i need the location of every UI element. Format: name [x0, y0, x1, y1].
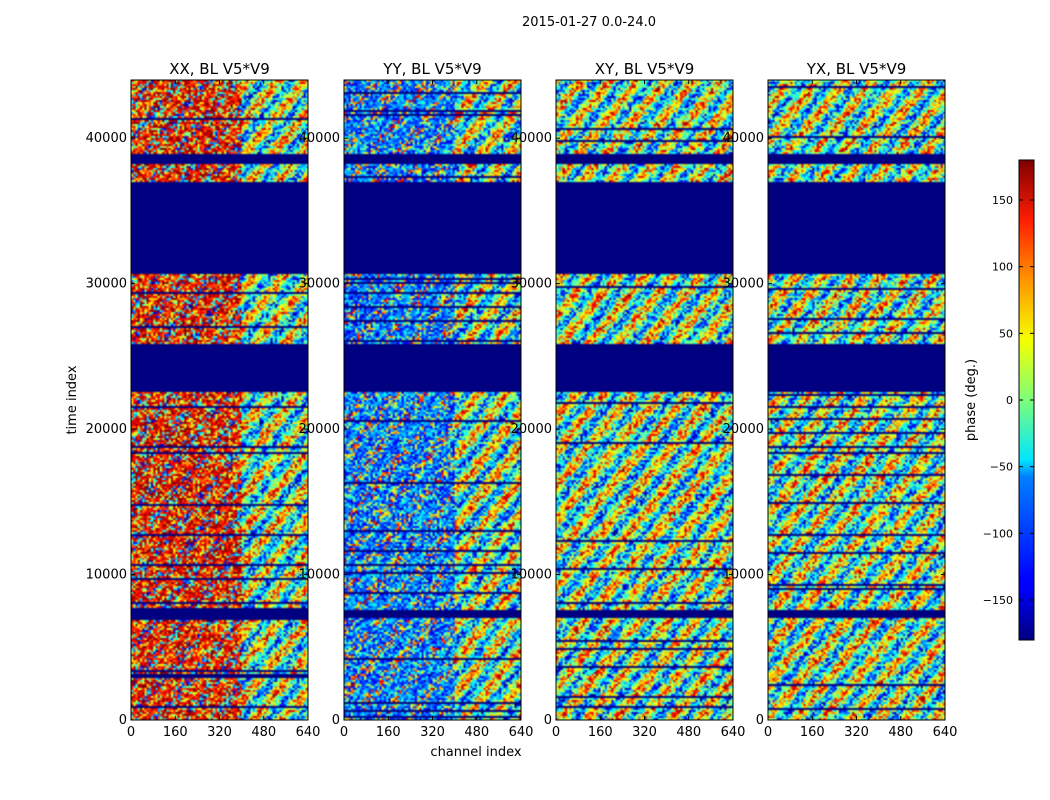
panel-title: YX, BL V5*V9 — [806, 60, 907, 78]
colorbar-label: phase (deg.) — [964, 359, 979, 441]
x-tick-label: 640 — [296, 725, 321, 740]
y-tick-label: 0 — [756, 713, 764, 728]
colorbar-tick-label: −150 — [983, 594, 1013, 607]
y-tick-label: 20000 — [86, 422, 127, 437]
y-axis-label: time index — [65, 365, 80, 434]
x-tick-label: 480 — [464, 725, 489, 740]
y-tick-label: 30000 — [723, 277, 764, 292]
heatmap-cells — [556, 80, 733, 720]
y-tick-label: 40000 — [86, 131, 127, 146]
y-tick-label: 0 — [119, 713, 127, 728]
panel-yy: YY, BL V5*V9 0 160 320 480 640 0 10000 20000 3000… — [299, 60, 534, 740]
x-tick-label: 0 — [552, 725, 560, 740]
colorbar-tick-label: 150 — [992, 194, 1013, 207]
panel-title: XY, BL V5*V9 — [595, 60, 695, 78]
colorbar: −150 −100 −50 0 50 100 150 phase (deg.) — [964, 159, 1035, 641]
x-tick-label: 480 — [676, 725, 701, 740]
x-tick-label: 320 — [632, 725, 657, 740]
panel-title: YY, BL V5*V9 — [382, 60, 481, 78]
x-tick-label: 640 — [509, 725, 534, 740]
colorbar-tick-label: −50 — [990, 461, 1013, 474]
x-tick-label: 320 — [420, 725, 445, 740]
colorbar-tick-label: 0 — [1006, 394, 1013, 407]
panel-title: XX, BL V5*V9 — [169, 60, 270, 78]
x-tick-label: 0 — [764, 725, 772, 740]
colorbar-tick-label: −100 — [983, 527, 1013, 540]
panel-xx: XX, BL V5*V9 0 160 320 480 640 0 10000 20000 3000… — [86, 60, 321, 740]
x-tick-label: 320 — [844, 725, 869, 740]
panel-yx: YX, BL V5*V9 0 160 320 480 640 0 10000 20000 3000… — [723, 60, 958, 740]
x-tick-label: 160 — [376, 725, 401, 740]
x-tick-label: 640 — [721, 725, 746, 740]
x-tick-label: 640 — [933, 725, 958, 740]
x-tick-label: 160 — [588, 725, 613, 740]
y-tick-label: 20000 — [511, 422, 552, 437]
colorbar-tick-label: 100 — [992, 261, 1013, 274]
figure-title: 2015-01-27 0.0-24.0 — [522, 15, 656, 30]
heatmap-cells — [344, 80, 521, 720]
y-tick-label: 30000 — [299, 277, 340, 292]
x-tick-label: 480 — [888, 725, 913, 740]
heatmap-panels: XX, BL V5*V9 0 160 320 480 640 0 10000 20000 3000… — [86, 60, 958, 740]
x-tick-label: 160 — [163, 725, 188, 740]
y-tick-label: 20000 — [723, 422, 764, 437]
x-tick-label: 0 — [127, 725, 135, 740]
colorbar-tick-label: 50 — [999, 327, 1013, 340]
x-tick-label: 0 — [340, 725, 348, 740]
y-tick-label: 20000 — [299, 422, 340, 437]
y-tick-label: 10000 — [86, 568, 127, 583]
x-tick-label: 480 — [251, 725, 276, 740]
y-tick-label: 40000 — [299, 131, 340, 146]
heatmap-cells — [131, 80, 308, 720]
heatmap-cells — [768, 80, 945, 720]
y-tick-label: 40000 — [511, 131, 552, 146]
y-tick-label: 0 — [544, 713, 552, 728]
y-tick-label: 0 — [332, 713, 340, 728]
y-tick-label: 10000 — [511, 568, 552, 583]
y-tick-label: 10000 — [723, 568, 764, 583]
x-tick-label: 320 — [207, 725, 232, 740]
y-tick-label: 30000 — [86, 277, 127, 292]
x-tick-label: 160 — [800, 725, 825, 740]
x-axis-label: channel index — [430, 745, 521, 760]
y-tick-label: 10000 — [299, 568, 340, 583]
y-tick-label: 30000 — [511, 277, 552, 292]
panel-xy: XY, BL V5*V9 0 160 320 480 640 0 10000 20000 3000… — [511, 60, 746, 740]
y-tick-label: 40000 — [723, 131, 764, 146]
